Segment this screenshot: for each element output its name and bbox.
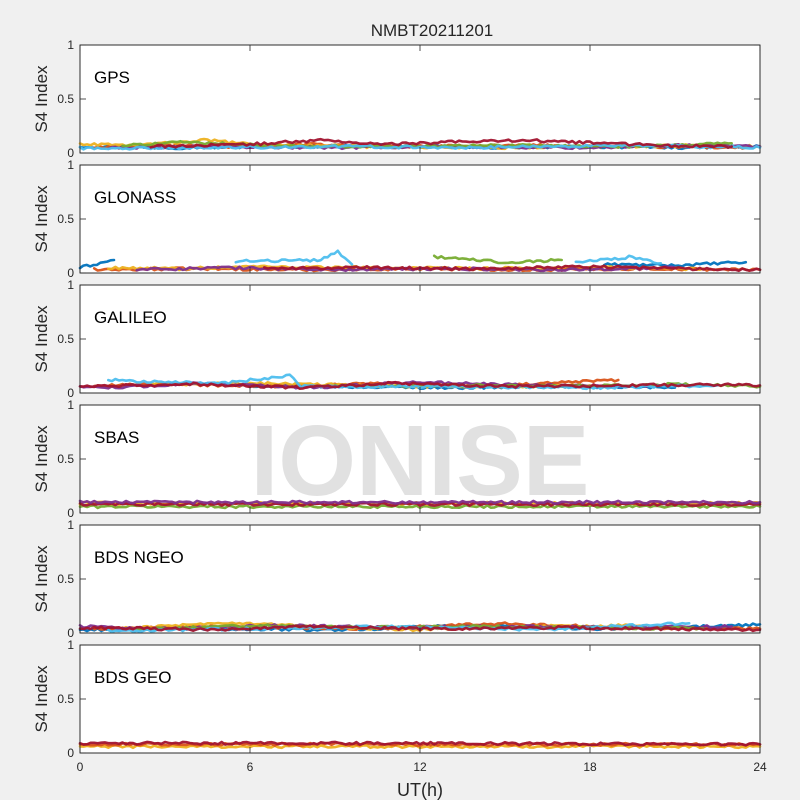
y-tick-label: 0 [67, 266, 74, 280]
y-tick-label: 0 [67, 386, 74, 400]
panel-2: 0 0.5 1 S4 Index GALILEO [32, 278, 762, 400]
series-group [78, 373, 762, 391]
watermark: IONISE [251, 405, 590, 517]
panel-5: 0 0.5 1 0 6 12 18 24 S4 Index BDS GEO [32, 638, 767, 774]
series-line-2-0 [78, 740, 762, 747]
y-tick-label: 0.5 [57, 332, 74, 346]
panel-4: 0 0.5 1 S4 Index BDS NGEO [32, 518, 762, 640]
y-tick-label: 0.5 [57, 692, 74, 706]
series-line-3-0 [78, 499, 762, 505]
series-line-6-0 [149, 137, 734, 149]
y-tick-label: 0 [67, 626, 74, 640]
x-tick-label: 0 [77, 760, 84, 774]
x-tick-label: 18 [583, 760, 597, 774]
y-tick-label: 1 [67, 38, 74, 52]
series-group [78, 249, 762, 273]
panel-label: SBAS [94, 428, 139, 447]
series-line-5-1 [574, 254, 663, 265]
plot-area [79, 44, 761, 154]
series-line-0-0 [78, 258, 116, 270]
panel-label: GALILEO [94, 308, 167, 327]
panel-3: 0 0.5 1 S4 Index SBAS [32, 398, 762, 520]
y-axis-label: S4 Index [32, 185, 51, 253]
x-tick-label: 24 [753, 760, 767, 774]
y-tick-label: 0 [67, 146, 74, 160]
y-tick-label: 1 [67, 638, 74, 652]
series-line-6-0 [78, 380, 762, 391]
x-tick-label: 6 [247, 760, 254, 774]
y-tick-label: 0.5 [57, 92, 74, 106]
series-line-5-0 [234, 249, 354, 266]
y-tick-label: 1 [67, 158, 74, 172]
panel-label: BDS GEO [94, 668, 171, 687]
panel-0: 0 0.5 1 S4 Index GPS [32, 38, 762, 160]
plot-area [79, 524, 761, 634]
plot-area [79, 284, 761, 394]
y-tick-label: 0 [67, 506, 74, 520]
series-line-5-0 [107, 373, 719, 391]
y-axis-label: S4 Index [32, 665, 51, 733]
y-axis-label: S4 Index [32, 545, 51, 613]
y-tick-label: 0 [67, 746, 74, 760]
y-axis-label: S4 Index [32, 425, 51, 493]
figure-title: NMBT20211201 [371, 21, 494, 40]
y-tick-label: 0.5 [57, 212, 74, 226]
plot-area [79, 644, 761, 754]
series-line-6-0 [262, 264, 762, 273]
y-tick-label: 1 [67, 398, 74, 412]
y-axis-label: S4 Index [32, 65, 51, 133]
y-tick-label: 0.5 [57, 452, 74, 466]
panel-label: BDS NGEO [94, 548, 184, 567]
y-tick-label: 1 [67, 278, 74, 292]
x-tick-label: 12 [413, 760, 427, 774]
series-line-0-1 [602, 260, 748, 268]
panel-label: GPS [94, 68, 130, 87]
series-line-4-0 [432, 254, 564, 265]
y-tick-label: 1 [67, 518, 74, 532]
panel-1: 0 0.5 1 S4 Index GLONASS [32, 158, 762, 280]
plot-area [79, 164, 761, 274]
panel-label: GLONASS [94, 188, 176, 207]
y-axis-label: S4 Index [32, 305, 51, 373]
y-tick-label: 0.5 [57, 572, 74, 586]
x-axis-label: UT(h) [397, 780, 443, 800]
plot-area [79, 404, 761, 514]
